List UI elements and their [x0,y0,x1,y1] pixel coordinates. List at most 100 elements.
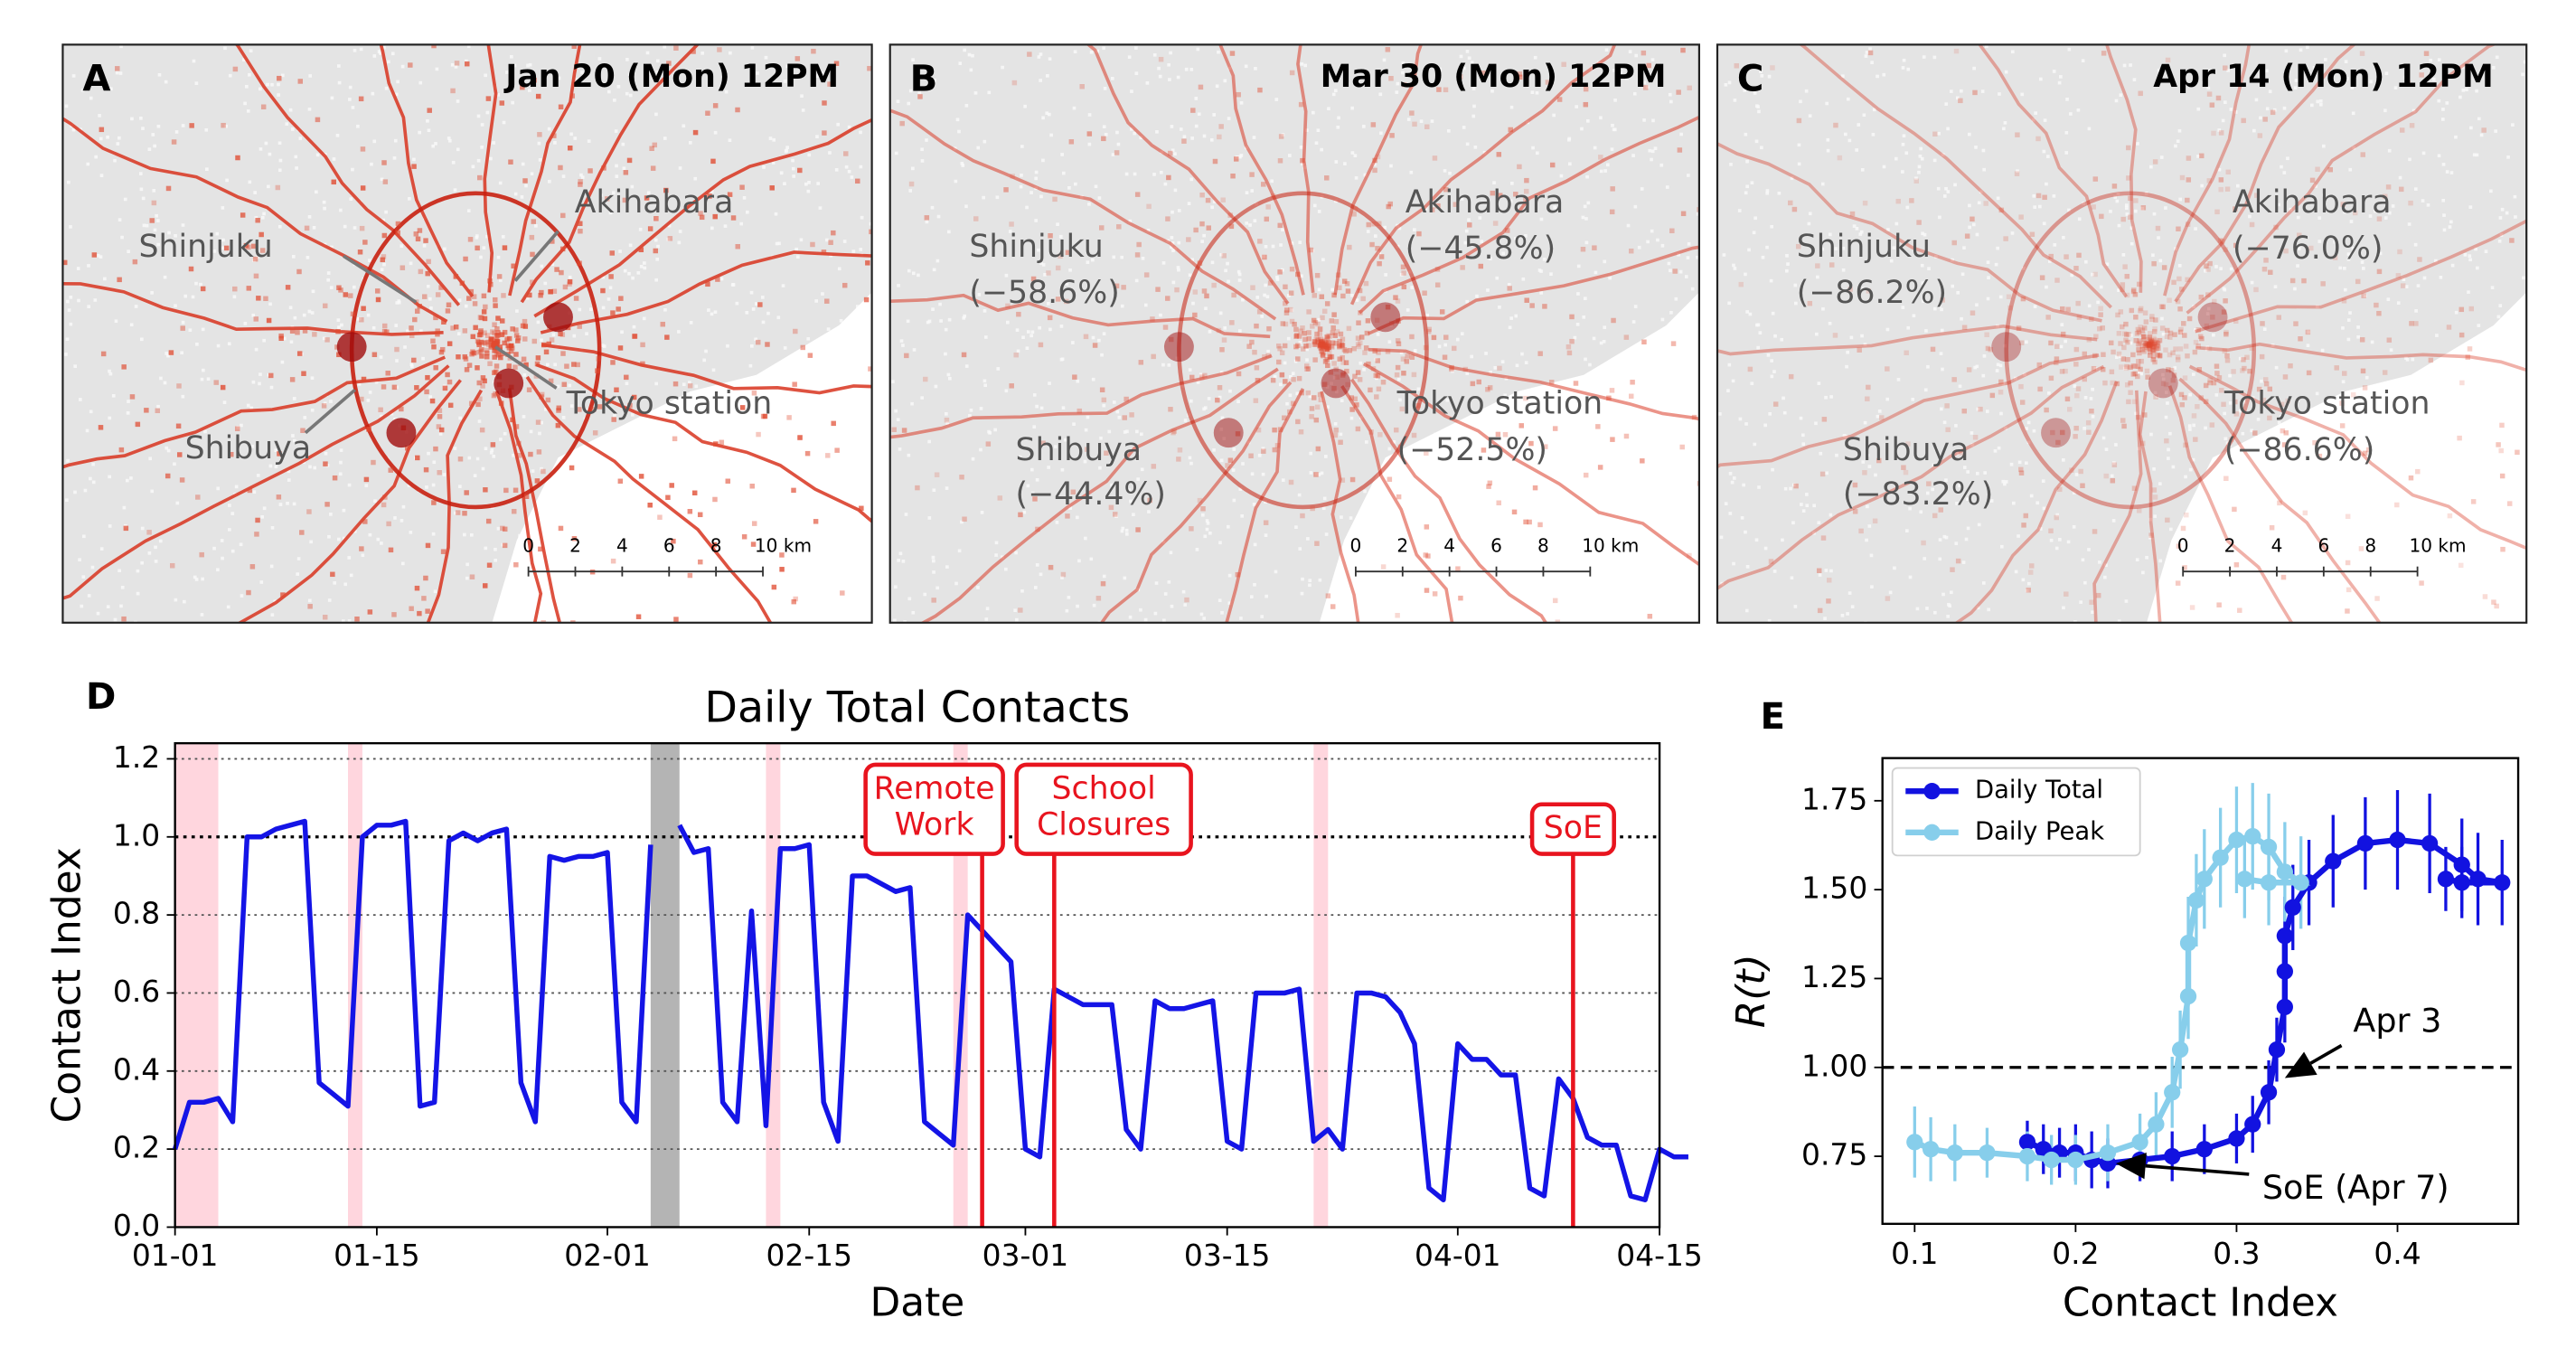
speckle [785,146,789,150]
speckle [1097,338,1101,343]
activity-cell [1487,385,1493,391]
speckle [1130,89,1133,93]
speckle [1063,438,1067,442]
speckle [1377,252,1382,256]
speckle [87,264,90,268]
speckle [425,485,428,489]
speckle [1281,133,1285,137]
speckle [2411,108,2416,113]
speckle [616,197,621,202]
speckle [1582,315,1586,319]
speckle [1732,263,1735,268]
speckle [600,344,605,347]
speckle [372,139,377,144]
speckle [1309,471,1313,475]
speckle [277,141,282,146]
activity-cell [315,117,321,123]
activity-cell [1319,345,1324,352]
activity-cell [2182,333,2187,338]
activity-cell [1404,359,1410,364]
speckle [807,181,811,184]
speckle [2066,540,2071,544]
speckle [1199,372,1203,376]
activity-cell [1400,356,1406,362]
speckle [987,429,991,434]
speckle [1339,432,1343,437]
activity-cell [1174,287,1180,293]
speckle [1430,119,1434,123]
speckle [1261,447,1265,451]
speckle [663,44,667,49]
speckle [2416,284,2421,287]
activity-cell [1930,346,1936,353]
activity-cell [440,549,447,554]
activity-cell [1331,292,1337,298]
speckle [129,323,134,327]
speckle [1859,230,1864,234]
speckle [538,158,542,162]
activity-cell [528,451,533,457]
speckle [496,526,501,531]
speckle [638,227,643,231]
activity-cell [2135,326,2141,333]
speckle [380,177,384,182]
speckle [2217,167,2222,172]
activity-cell [1199,374,1205,380]
activity-cell [1199,192,1205,198]
speckle [292,502,296,506]
speckle [1975,232,1979,237]
speckle [1128,615,1133,619]
speckle [993,428,997,432]
activity-cell [2149,339,2155,344]
activity-cell [1298,101,1304,108]
activity-cell [1432,155,1438,161]
speckle [1955,96,1960,100]
speckle [174,598,178,602]
activity-cell [2177,306,2183,312]
speckle [2361,267,2365,270]
speckle [2042,506,2046,511]
activity-cell [1220,197,1226,202]
speckle [201,577,204,581]
place-name: Akihabara [2233,184,2392,221]
activity-cell [1314,331,1320,337]
speckle [256,474,260,477]
speckle [221,206,225,210]
activity-cell [741,534,747,540]
activity-cell [534,361,541,367]
speckle [1760,146,1763,150]
speckle [1300,62,1304,66]
speckle [368,391,372,394]
speckle [1147,510,1151,513]
activity-cell [1076,408,1083,414]
activity-cell [1319,342,1325,347]
activity-cell [1432,591,1438,597]
speckle [1956,290,1960,295]
activity-cell [342,724,346,729]
speckle [434,142,437,146]
activity-cell [578,228,583,234]
activity-cell [2138,325,2143,330]
activity-cell [1565,344,1572,350]
activity-cell [2075,386,2082,391]
activity-cell [1278,134,1284,139]
activity-cell [1329,344,1335,350]
activity-cell [1193,227,1199,233]
activity-cell [2221,309,2227,315]
speckle [1212,113,1217,117]
speckle [295,166,298,170]
speckle [1480,240,1484,244]
leader [304,388,356,435]
activity-cell [223,245,230,251]
activity-cell [1236,371,1242,377]
activity-cell [297,79,304,84]
activity-cell [1265,353,1271,358]
activity-cell [865,260,870,266]
activity-cell [1254,323,1259,329]
speckle [129,476,133,480]
activity-cell [1950,567,1955,572]
activity-cell [1862,200,1868,206]
speckle [232,295,237,299]
speckle [1771,467,1774,472]
speckle [2384,71,2389,76]
